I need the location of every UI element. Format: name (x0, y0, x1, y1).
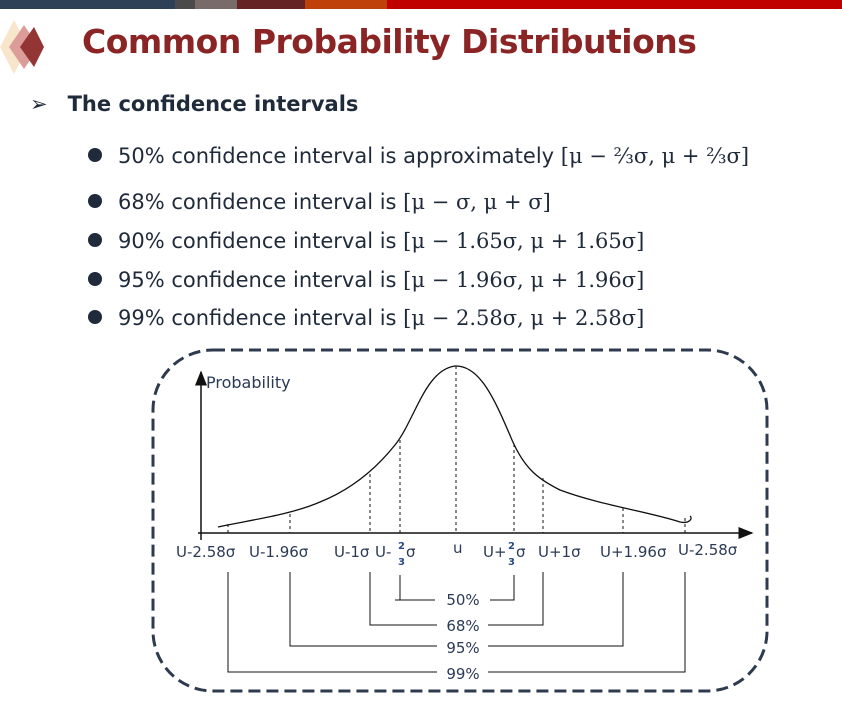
page-title: Common Probability Distributions (82, 22, 697, 61)
bullet-item: 50% confidence interval is approximately… (88, 144, 749, 168)
section-heading-text: The confidence intervals (67, 92, 359, 116)
bullet-text: 99% confidence interval is (118, 306, 404, 330)
bullet-dot-icon (88, 148, 102, 162)
bullet-dot-icon (88, 272, 102, 286)
section-heading: ➢ The confidence intervals (30, 92, 358, 116)
bullet-item: 68% confidence interval is [μ − σ, μ + σ… (88, 190, 551, 214)
bullet-math: [μ − σ, μ + σ] (403, 190, 551, 214)
bullet-dot-icon (88, 310, 102, 324)
x-label: u (453, 539, 463, 557)
arrow-bullet-icon: ➢ (30, 92, 48, 116)
top-bar-segment (175, 0, 195, 9)
bullet-item: 90% confidence interval is [μ − 1.65σ, μ… (88, 229, 644, 253)
bullet-text: 68% confidence interval is (118, 190, 404, 214)
x-label: U+1σ (538, 543, 581, 561)
y-axis-label: Probability (206, 373, 291, 392)
interval-label-95: 95% (446, 639, 479, 657)
bullet-dot-icon (88, 194, 102, 208)
x-label: U-2.58σ (176, 543, 236, 561)
x-label: U-1.96σ (249, 543, 309, 561)
interval-label-99: 99% (446, 665, 479, 683)
top-bar-segment (387, 0, 842, 9)
bullet-text: 50% confidence interval is approximately (118, 144, 561, 168)
bullet-math: [μ − ⅔σ, μ + ⅔σ] (560, 144, 750, 168)
bullet-item: 95% confidence interval is [μ − 1.96σ, μ… (88, 268, 644, 292)
x-label: U+ (483, 543, 507, 561)
distribution-curve (217, 365, 692, 528)
frac-den: 3 (508, 557, 515, 568)
sigma: σ (516, 543, 526, 561)
interval-label-50: 50% (446, 591, 479, 609)
bullet-math: [μ − 1.65σ, μ + 1.65σ] (403, 229, 645, 253)
frac-den: 3 (398, 557, 405, 568)
title-diamonds-icon (0, 20, 44, 74)
x-label: U-1σ (334, 543, 370, 561)
bullet-math: [μ − 2.58σ, μ + 2.58σ] (403, 306, 645, 330)
bullet-item: 99% confidence interval is [μ − 2.58σ, μ… (88, 306, 644, 330)
top-bar-segment (0, 0, 175, 9)
interval-brackets (227, 572, 686, 673)
dashed-markers (227, 366, 686, 533)
frac-num: 2 (398, 541, 405, 552)
bullet-text: 90% confidence interval is (118, 229, 404, 253)
top-bar-segment (305, 0, 387, 9)
top-bar-segment (237, 0, 305, 9)
top-bar-segment (195, 0, 237, 9)
x-label: U+1.96σ (600, 543, 667, 561)
bullet-dot-icon (88, 233, 102, 247)
bullet-math: [μ − 1.96σ, μ + 1.96σ] (403, 268, 645, 292)
frac-num: 2 (508, 541, 515, 552)
sigma: σ (406, 543, 416, 561)
interval-label-68: 68% (446, 617, 479, 635)
bullet-text: 95% confidence interval is (118, 268, 404, 292)
x-label: U- (375, 543, 391, 561)
x-label: U-2.58σ (678, 541, 738, 559)
